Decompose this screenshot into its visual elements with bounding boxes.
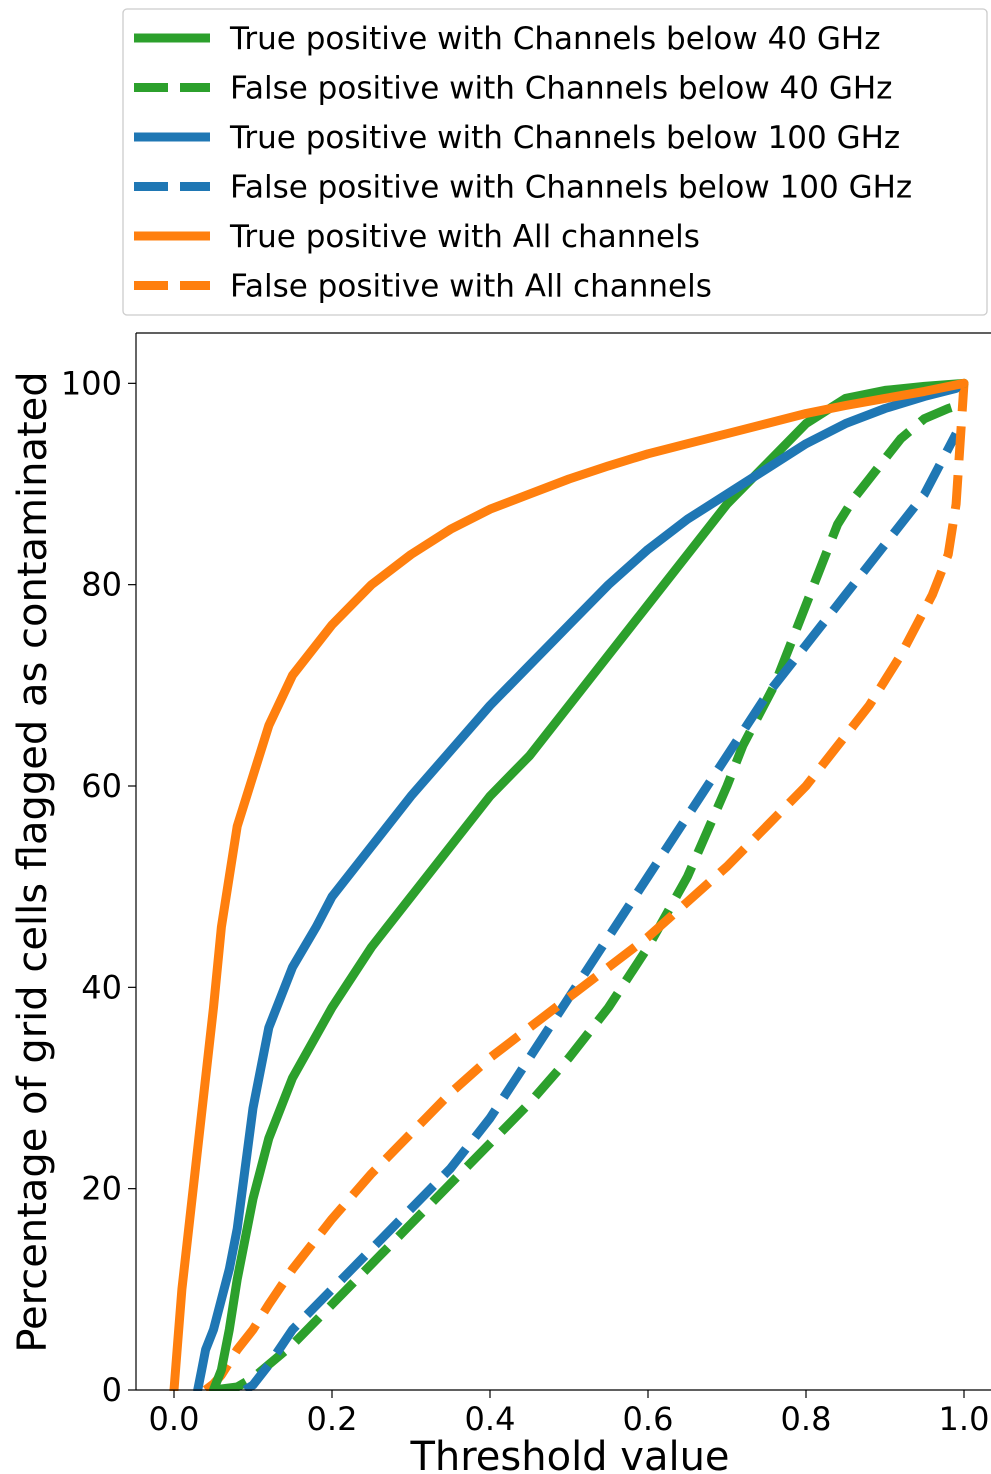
legend-label-2: False positive with Channels below 40 GH… bbox=[230, 71, 892, 107]
legend-label-4: False positive with Channels below 100 G… bbox=[230, 170, 912, 206]
x-tick-label: 0.0 bbox=[149, 1400, 200, 1438]
series-line-2 bbox=[212, 399, 966, 1391]
y-axis-label: Percentage of grid cells flagged as cont… bbox=[10, 371, 56, 1352]
legend-label-1: True positive with Channels below 40 GHz bbox=[229, 21, 881, 57]
axes: 0.0 0.2 0.4 0.6 0.8 1.0 0 20 40 60 80 100 Threshol… bbox=[10, 332, 991, 1474]
x-tick-label: 1.0 bbox=[939, 1400, 990, 1438]
legend-label-5: True positive with All channels bbox=[229, 219, 700, 255]
series-line-6 bbox=[202, 383, 969, 1391]
x-tick-label: 0.4 bbox=[465, 1400, 516, 1438]
series-layer bbox=[169, 378, 969, 1391]
x-tick-label: 0.6 bbox=[623, 1400, 674, 1438]
x-tick-label: 0.2 bbox=[307, 1400, 358, 1438]
y-tick-label: 20 bbox=[81, 1170, 122, 1208]
y-tick-label: 80 bbox=[81, 566, 122, 604]
y-tick-label: 100 bbox=[61, 364, 122, 402]
y-tick-label: 0 bbox=[102, 1371, 122, 1409]
y-tick-label: 40 bbox=[81, 968, 122, 1006]
x-tick-label: 0.8 bbox=[781, 1400, 832, 1438]
legend-frame bbox=[122, 8, 988, 316]
series-line-1 bbox=[209, 378, 969, 1391]
legend-label-3: True positive with Channels below 100 GH… bbox=[229, 120, 900, 156]
series-line-4 bbox=[242, 431, 961, 1391]
y-tick-label: 60 bbox=[81, 767, 122, 805]
x-axis-label: Threshold value bbox=[409, 1434, 729, 1474]
series-line-3 bbox=[193, 383, 961, 1391]
series-line-5 bbox=[169, 378, 969, 1391]
legend-label-6: False positive with All channels bbox=[230, 269, 712, 305]
chart-legend: True positive with Channels below 40 GHz… bbox=[122, 8, 988, 316]
